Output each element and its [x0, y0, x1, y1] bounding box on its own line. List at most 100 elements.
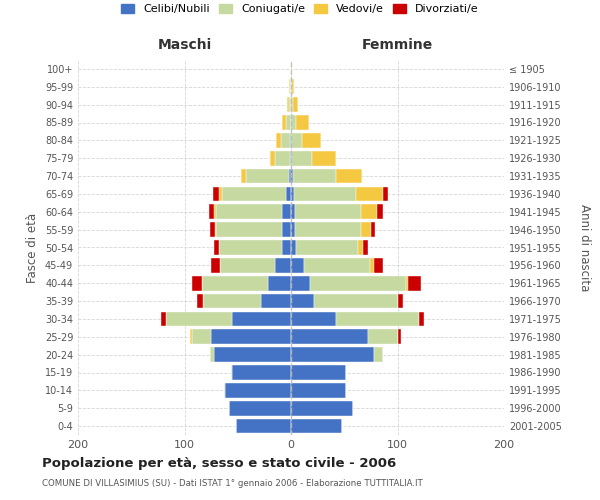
- Bar: [398, 330, 401, 344]
- Bar: [336, 312, 419, 326]
- Bar: [368, 330, 398, 344]
- Bar: [361, 204, 377, 219]
- Bar: [406, 276, 408, 290]
- Bar: [218, 186, 222, 201]
- Bar: [236, 419, 291, 434]
- Bar: [383, 186, 388, 201]
- Text: Popolazione per età, sesso e stato civile - 2006: Popolazione per età, sesso e stato civil…: [42, 458, 396, 470]
- Bar: [296, 115, 309, 130]
- Text: Maschi: Maschi: [157, 38, 212, 52]
- Bar: [336, 168, 362, 184]
- Bar: [286, 115, 291, 130]
- Bar: [291, 419, 342, 434]
- Bar: [290, 133, 291, 148]
- Bar: [217, 204, 283, 219]
- Bar: [293, 168, 336, 184]
- Bar: [214, 240, 218, 255]
- Bar: [302, 133, 321, 148]
- Bar: [310, 276, 406, 290]
- Bar: [229, 401, 291, 415]
- Bar: [295, 204, 361, 219]
- Bar: [192, 276, 202, 290]
- Bar: [291, 186, 294, 201]
- Bar: [232, 365, 291, 380]
- Bar: [276, 133, 281, 148]
- Bar: [202, 276, 268, 290]
- Bar: [314, 294, 398, 308]
- Bar: [293, 98, 298, 112]
- Bar: [374, 258, 383, 272]
- Bar: [296, 240, 358, 255]
- Bar: [291, 133, 302, 148]
- Bar: [203, 294, 261, 308]
- Bar: [313, 151, 336, 166]
- Bar: [261, 294, 291, 308]
- Bar: [214, 348, 291, 362]
- Bar: [211, 258, 220, 272]
- Bar: [218, 240, 283, 255]
- Bar: [161, 312, 166, 326]
- Bar: [304, 258, 370, 272]
- Bar: [190, 330, 192, 344]
- Bar: [398, 294, 403, 308]
- Bar: [214, 204, 217, 219]
- Bar: [370, 258, 374, 272]
- Bar: [290, 151, 291, 166]
- Bar: [283, 222, 291, 237]
- Bar: [358, 240, 364, 255]
- Bar: [291, 401, 353, 415]
- Bar: [287, 98, 289, 112]
- Bar: [210, 348, 214, 362]
- Bar: [291, 365, 346, 380]
- Bar: [209, 204, 214, 219]
- Bar: [210, 222, 215, 237]
- Bar: [197, 294, 203, 308]
- Y-axis label: Fasce di età: Fasce di età: [26, 212, 39, 282]
- Bar: [361, 222, 371, 237]
- Bar: [217, 222, 283, 237]
- Bar: [291, 330, 368, 344]
- Bar: [291, 204, 295, 219]
- Bar: [408, 276, 421, 290]
- Bar: [213, 186, 218, 201]
- Bar: [291, 276, 310, 290]
- Bar: [246, 168, 289, 184]
- Text: Femmine: Femmine: [362, 38, 433, 52]
- Bar: [295, 222, 361, 237]
- Bar: [291, 312, 336, 326]
- Bar: [220, 258, 275, 272]
- Bar: [281, 133, 290, 148]
- Bar: [291, 80, 292, 94]
- Bar: [291, 348, 374, 362]
- Y-axis label: Anni di nascita: Anni di nascita: [578, 204, 592, 291]
- Bar: [291, 294, 314, 308]
- Bar: [374, 348, 383, 362]
- Bar: [211, 330, 291, 344]
- Bar: [283, 204, 291, 219]
- Bar: [224, 383, 225, 398]
- Bar: [364, 240, 368, 255]
- Bar: [291, 240, 296, 255]
- Bar: [377, 204, 383, 219]
- Bar: [283, 115, 286, 130]
- Bar: [222, 186, 286, 201]
- Bar: [291, 222, 295, 237]
- Bar: [294, 186, 356, 201]
- Bar: [356, 186, 383, 201]
- Bar: [215, 222, 217, 237]
- Bar: [291, 383, 346, 398]
- Bar: [275, 258, 291, 272]
- Bar: [286, 186, 291, 201]
- Bar: [275, 151, 290, 166]
- Bar: [232, 312, 291, 326]
- Legend: Celibi/Nubili, Coniugati/e, Vedovi/e, Divorziati/e: Celibi/Nubili, Coniugati/e, Vedovi/e, Di…: [118, 0, 482, 18]
- Bar: [371, 222, 375, 237]
- Bar: [290, 80, 291, 94]
- Bar: [291, 115, 296, 130]
- Bar: [289, 80, 290, 94]
- Bar: [283, 240, 291, 255]
- Bar: [292, 80, 294, 94]
- Bar: [419, 312, 424, 326]
- Bar: [291, 151, 313, 166]
- Bar: [241, 168, 246, 184]
